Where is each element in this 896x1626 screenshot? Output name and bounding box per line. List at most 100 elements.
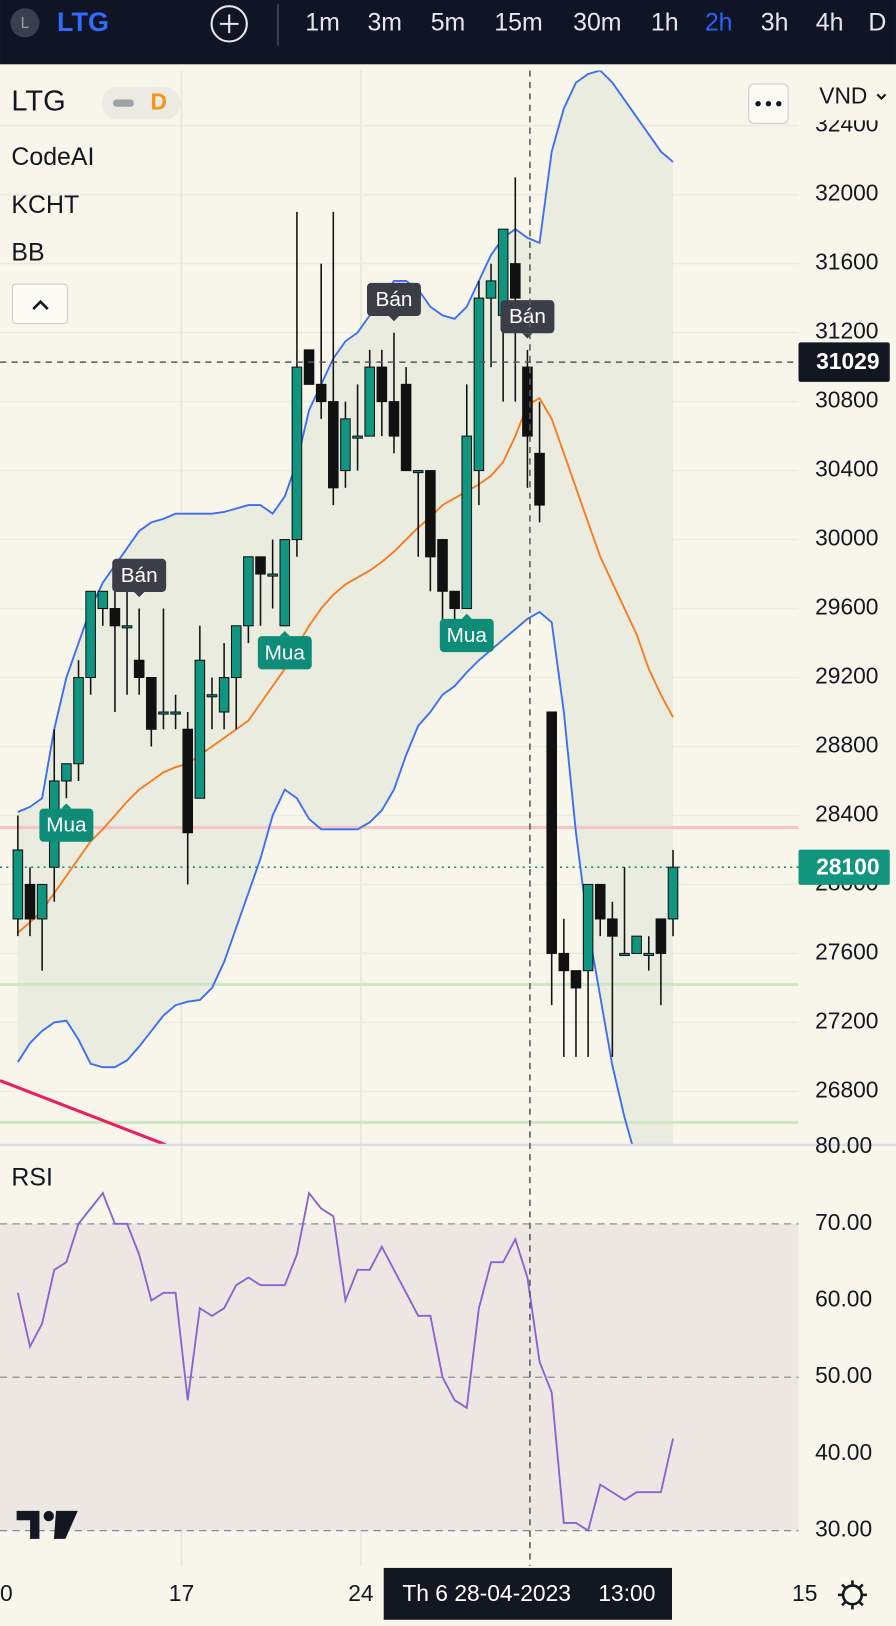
timeframe[interactable]: 30m bbox=[573, 8, 621, 36]
candle-body bbox=[206, 694, 218, 698]
candle-body bbox=[36, 883, 48, 920]
indicator-label[interactable]: CodeAI bbox=[11, 143, 94, 171]
y-tick-label: 80.00 bbox=[815, 1132, 872, 1158]
last-price: 28100 bbox=[816, 853, 879, 879]
rsi-pane bbox=[0, 1190, 799, 1533]
currency[interactable]: VND bbox=[819, 83, 867, 109]
last-price-box bbox=[798, 849, 890, 885]
add-button[interactable] bbox=[210, 5, 248, 43]
crosshair-price-box bbox=[798, 342, 890, 382]
timeframe[interactable]: 5m bbox=[431, 8, 466, 36]
timeframe[interactable]: D bbox=[868, 8, 886, 36]
signal-box bbox=[439, 618, 494, 653]
candle-body bbox=[376, 366, 388, 403]
signal-pointer bbox=[61, 803, 72, 809]
signal-pointer bbox=[279, 630, 290, 637]
crosshair-date: Th 6 28-04-2023 bbox=[402, 1580, 571, 1606]
candle-body bbox=[352, 435, 363, 439]
y-tick-label: 27600 bbox=[815, 938, 878, 964]
settings-button[interactable] bbox=[837, 1580, 867, 1610]
candle-body bbox=[510, 263, 521, 299]
more-icon bbox=[755, 101, 782, 107]
candle-body bbox=[400, 383, 412, 472]
y-tick-label: 28800 bbox=[815, 732, 878, 758]
y-tick-label: 26800 bbox=[815, 1076, 878, 1102]
candle-body bbox=[230, 625, 242, 679]
candle-body bbox=[85, 590, 96, 679]
candle-body bbox=[291, 366, 303, 541]
status-pill bbox=[101, 87, 181, 120]
candle-body bbox=[582, 883, 594, 972]
band-line bbox=[17, 70, 674, 813]
candle-body bbox=[24, 883, 36, 920]
trend-line bbox=[0, 1079, 167, 1145]
candle-body bbox=[303, 349, 315, 385]
candle-body bbox=[485, 280, 497, 299]
currency-chevron bbox=[876, 93, 887, 100]
signal-box bbox=[500, 300, 555, 334]
y-tick-label: 70.00 bbox=[815, 1209, 872, 1235]
candle-body bbox=[328, 401, 339, 489]
signal-pointer bbox=[388, 316, 400, 322]
candle-body bbox=[121, 625, 133, 629]
indicator-label[interactable]: BB bbox=[11, 239, 44, 267]
candle-body bbox=[133, 659, 145, 679]
indicator-label[interactable]: KCHT bbox=[11, 191, 79, 219]
add-icon bbox=[219, 14, 239, 34]
candle-body bbox=[194, 659, 206, 799]
candle-body bbox=[461, 435, 473, 610]
candle-body bbox=[412, 470, 424, 474]
candle-body bbox=[546, 711, 557, 954]
signal-box bbox=[39, 808, 94, 842]
legend-interval: D bbox=[150, 89, 166, 115]
candle-body bbox=[388, 401, 400, 437]
candle-body bbox=[364, 366, 375, 437]
rsi-title: RSI bbox=[11, 1164, 52, 1192]
y-tick-label: 40.00 bbox=[815, 1439, 872, 1465]
candle-body bbox=[437, 539, 448, 592]
toolbar-symbol[interactable]: LTG bbox=[57, 7, 109, 37]
candle-body bbox=[643, 952, 655, 957]
timeframe[interactable]: 15m bbox=[494, 8, 542, 36]
crosshair-time-box bbox=[383, 1567, 672, 1620]
timeframe[interactable]: 4h bbox=[816, 8, 844, 36]
legend-symbol: LTG bbox=[11, 85, 65, 117]
symbol-icon-letter: L bbox=[21, 15, 30, 32]
y-tick-label: 30800 bbox=[815, 387, 878, 413]
timeframe[interactable]: 1m bbox=[305, 8, 340, 36]
y-tick-label: 29600 bbox=[815, 594, 878, 620]
candle-body bbox=[97, 590, 109, 610]
candle-body bbox=[170, 711, 181, 715]
candle-body bbox=[619, 952, 630, 957]
candle-body bbox=[570, 970, 582, 989]
signal-pointer bbox=[133, 591, 145, 598]
axes: 1017241526800272002760028000284002880029… bbox=[0, 111, 879, 1606]
y-tick-label: 30400 bbox=[815, 456, 878, 482]
timeframe[interactable]: 3m bbox=[367, 8, 402, 36]
signal-label: Bán bbox=[376, 288, 413, 311]
band-line bbox=[17, 396, 674, 934]
timeframes: 1m 3m 5m 15m 30m 1h 2h 3h 4h D bbox=[305, 8, 886, 36]
candle-body bbox=[425, 470, 436, 558]
y-tick-label: 60.00 bbox=[815, 1286, 872, 1312]
x-tick-label: 10 bbox=[0, 1580, 13, 1606]
x-tick-label: 17 bbox=[169, 1580, 194, 1606]
timeframe[interactable]: 1h bbox=[651, 8, 679, 36]
candle-body bbox=[243, 556, 254, 627]
signal-box bbox=[257, 636, 312, 670]
logo bbox=[16, 1510, 78, 1539]
timeframe[interactable]: 2h bbox=[705, 8, 733, 36]
symbol-icon[interactable] bbox=[10, 8, 40, 38]
y-tick-label: 31600 bbox=[815, 249, 878, 275]
candle-body bbox=[12, 849, 24, 920]
status-dash bbox=[113, 99, 134, 107]
candle-body bbox=[594, 883, 606, 920]
timeframe[interactable]: 3h bbox=[761, 8, 789, 36]
candle-body bbox=[522, 366, 533, 437]
candle-body bbox=[146, 676, 157, 730]
crosshair-time: 13:00 bbox=[598, 1580, 655, 1606]
x-tick-label: 15 bbox=[792, 1580, 817, 1606]
y-tick-label: 30000 bbox=[815, 525, 878, 551]
